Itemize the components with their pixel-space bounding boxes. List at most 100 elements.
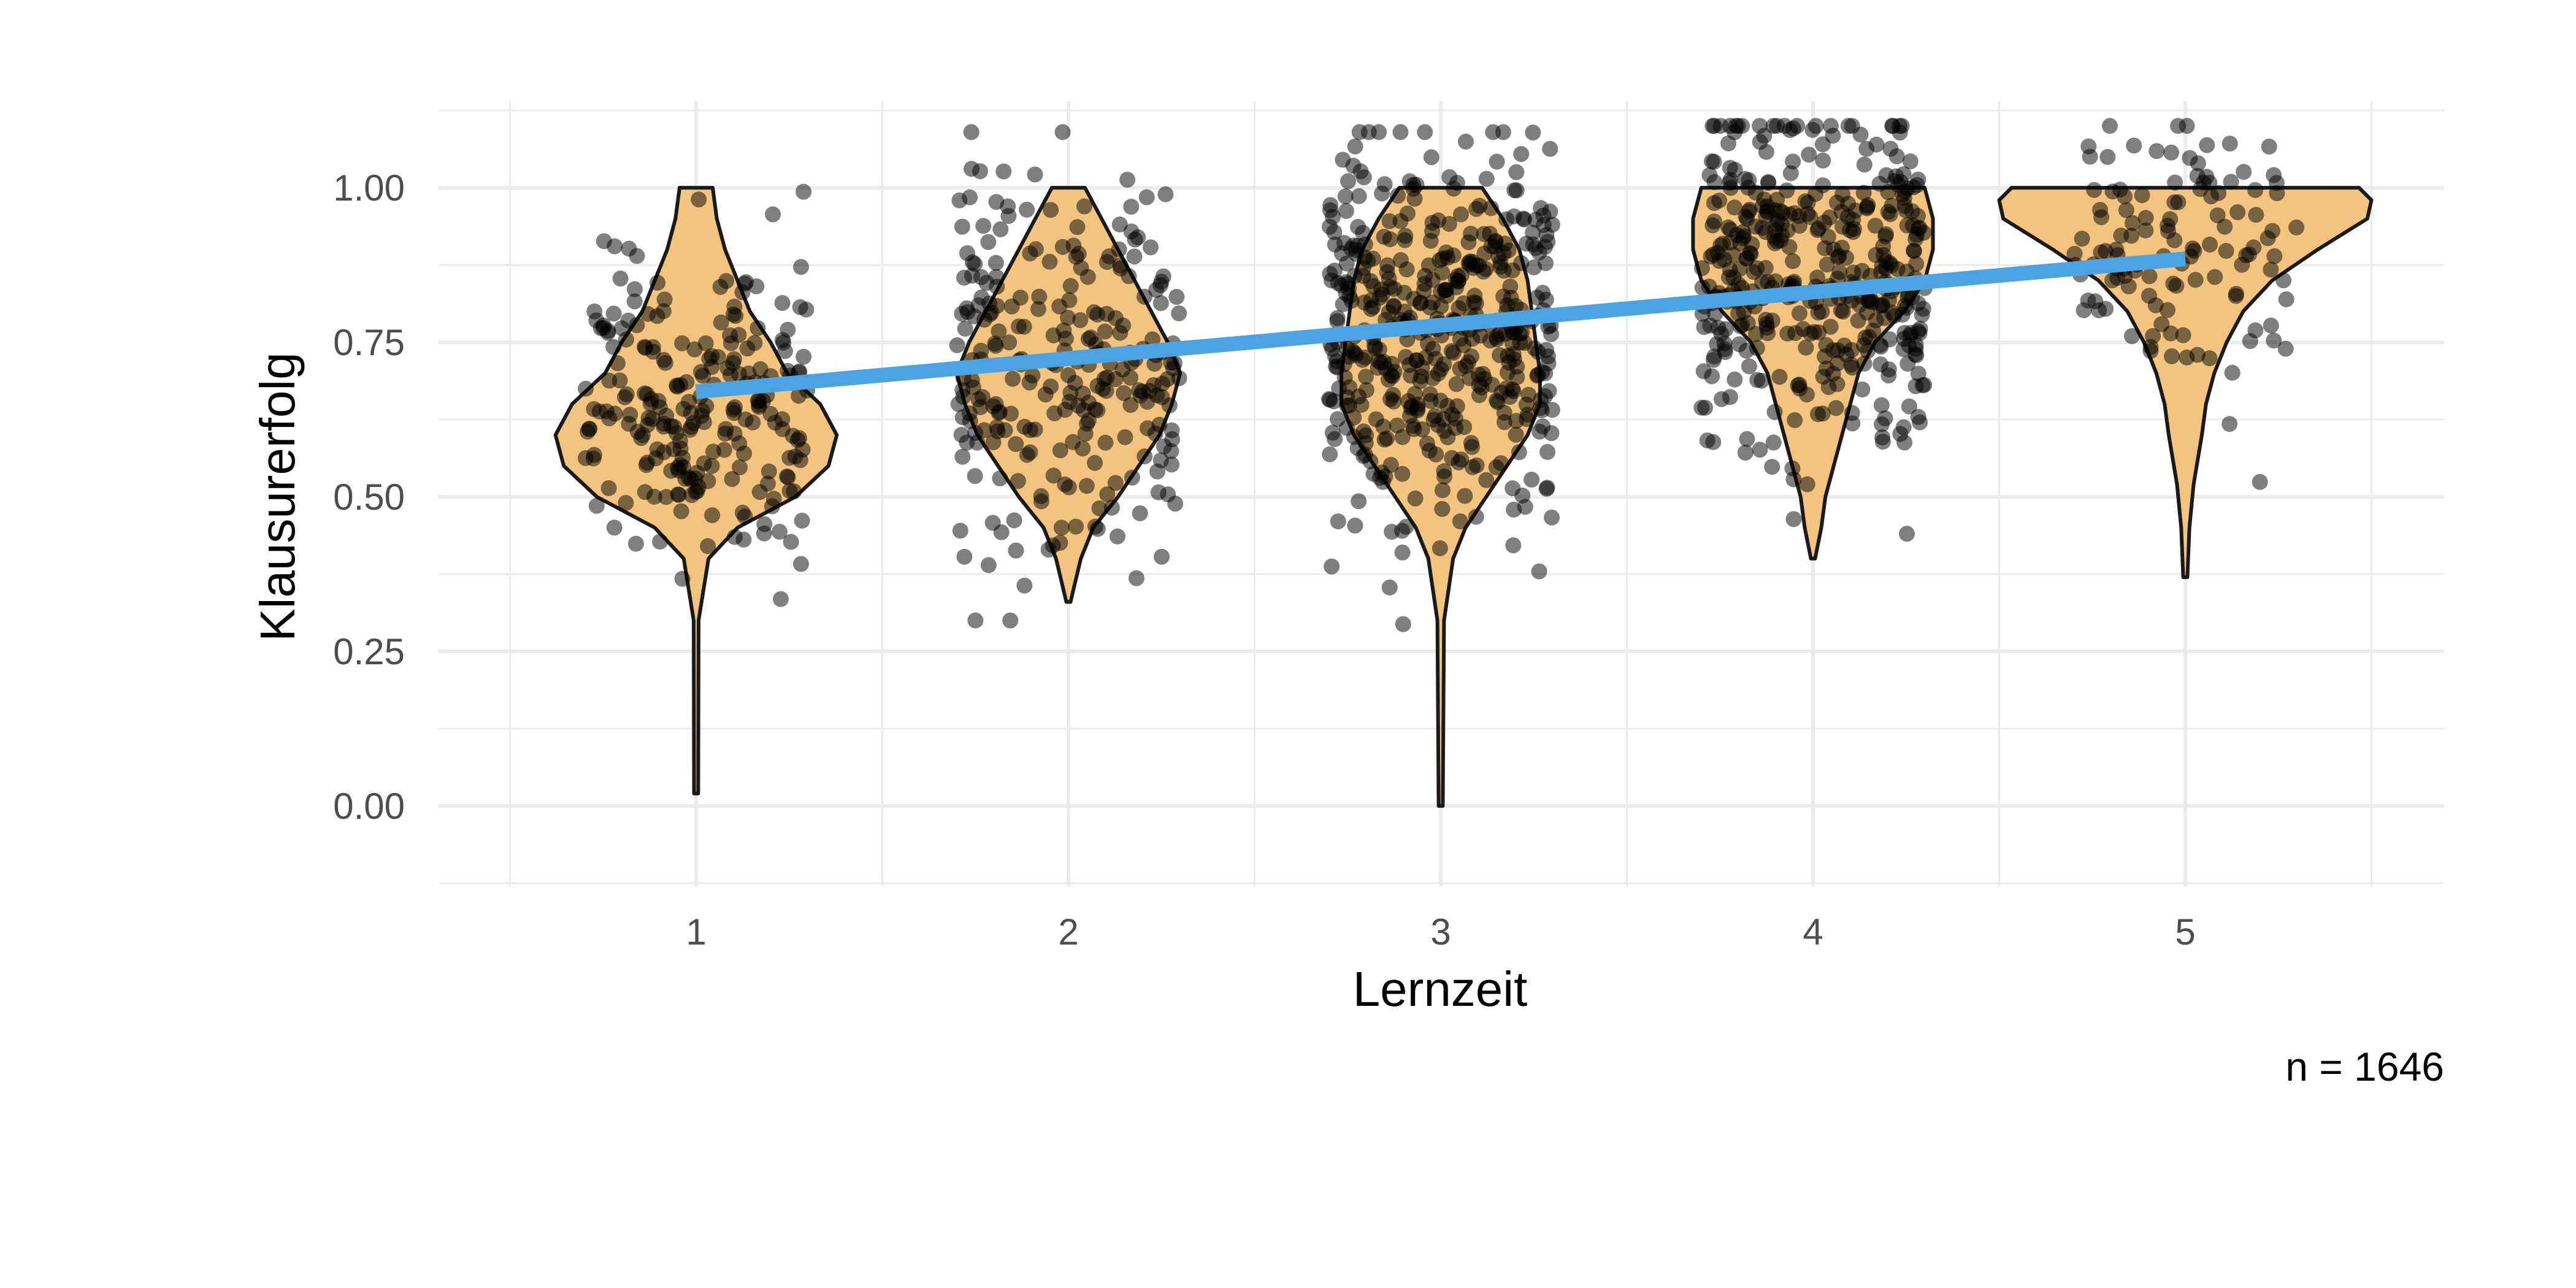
data-point (1476, 245, 1493, 262)
data-point (718, 273, 735, 289)
data-point (1518, 236, 1535, 252)
data-point (954, 448, 971, 465)
data-point (2277, 340, 2294, 357)
data-point (1814, 405, 1831, 422)
data-point (1358, 369, 1374, 385)
data-point (988, 194, 1005, 210)
data-point (1462, 256, 1478, 273)
data-point (1381, 213, 1398, 229)
data-point (1787, 412, 1803, 428)
data-point (1741, 358, 1757, 375)
data-point (2093, 209, 2110, 226)
data-point (1789, 118, 1806, 134)
data-point (1326, 224, 1343, 240)
data-point (1016, 318, 1032, 335)
data-point (964, 267, 980, 284)
data-point (1030, 301, 1046, 317)
data-point (1860, 343, 1876, 359)
data-point (1492, 258, 1509, 275)
data-point (1530, 367, 1546, 383)
data-point (1846, 221, 1862, 237)
data-point (1448, 376, 1465, 393)
data-point (2252, 473, 2268, 490)
data-point (1386, 299, 1402, 315)
data-point (775, 334, 792, 351)
data-point (2134, 187, 2150, 204)
data-point (1433, 298, 1449, 315)
data-point (746, 335, 763, 351)
data-point (1468, 508, 1484, 525)
data-point (2112, 182, 2128, 198)
trend-line-group (695, 251, 2187, 399)
data-point (1760, 325, 1776, 342)
data-point (1355, 267, 1371, 284)
data-point (1809, 269, 1826, 286)
data-point (1464, 439, 1480, 455)
data-point (1138, 189, 1155, 205)
data-point (1504, 381, 1520, 397)
data-point (1031, 288, 1048, 305)
data-point (1455, 337, 1472, 353)
data-point (1121, 268, 1137, 285)
data-point (2124, 328, 2140, 344)
data-point (1854, 381, 1871, 397)
data-point (1773, 216, 1790, 232)
data-point (795, 348, 812, 365)
data-point (2229, 204, 2246, 220)
data-point (1351, 188, 1367, 204)
data-point (737, 508, 753, 525)
data-point (1538, 291, 1554, 308)
data-point (1489, 331, 1505, 348)
data-point (1386, 281, 1403, 297)
data-point (1765, 118, 1782, 134)
data-point (2099, 148, 2116, 165)
data-point (978, 275, 995, 291)
data-point (1801, 147, 1817, 163)
data-point (1888, 148, 1905, 164)
data-point (1329, 313, 1346, 329)
data-point (2087, 293, 2104, 310)
data-point (586, 303, 603, 320)
data-point (749, 320, 766, 336)
data-point (1045, 467, 1062, 484)
data-point (638, 457, 654, 473)
data-point (973, 342, 989, 359)
data-point (2266, 248, 2283, 264)
data-point (1053, 519, 1070, 536)
data-point (1394, 466, 1411, 482)
data-point (1395, 616, 1411, 632)
data-point (656, 418, 672, 435)
data-point (1019, 201, 1035, 218)
data-point (1544, 509, 1560, 526)
data-point (987, 337, 1004, 354)
data-point (2170, 118, 2187, 134)
data-point (1727, 161, 1743, 178)
data-point (638, 386, 655, 402)
data-point (1740, 180, 1757, 196)
data-point (657, 355, 673, 371)
data-point (577, 450, 594, 466)
data-point (1476, 226, 1492, 242)
data-point (1843, 356, 1860, 373)
data-point (627, 535, 644, 552)
data-point (2261, 139, 2277, 155)
data-point (1122, 397, 1139, 413)
data-point (2137, 222, 2154, 239)
x-tick-label: 4 (1803, 911, 1823, 953)
data-point (725, 401, 742, 418)
data-point (650, 275, 665, 291)
data-point (1898, 202, 1914, 219)
data-point (1697, 399, 1714, 416)
data-point (2223, 174, 2239, 190)
data-point (2126, 137, 2142, 154)
data-point (1321, 391, 1337, 407)
data-point (1324, 558, 1340, 575)
data-point (1912, 414, 1928, 431)
data-point (1451, 273, 1466, 289)
data-point (704, 507, 721, 523)
data-point (2080, 138, 2097, 155)
data-point (1540, 355, 1557, 372)
data-point (980, 234, 997, 250)
data-point (618, 495, 634, 511)
y-axis-title: Klausurerfolg (250, 352, 305, 641)
